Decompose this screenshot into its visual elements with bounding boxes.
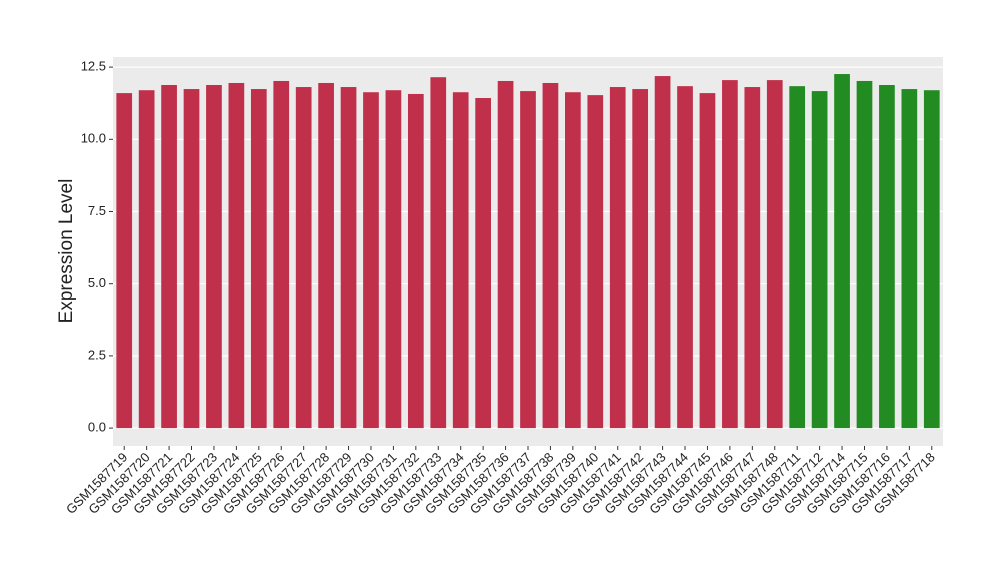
bar xyxy=(407,93,424,429)
bar xyxy=(542,82,559,429)
y-tick-label: 10.0 xyxy=(81,131,106,146)
bar xyxy=(789,86,806,429)
bar xyxy=(228,82,245,429)
bar xyxy=(385,90,402,429)
bar xyxy=(520,91,536,429)
y-tick-label: 12.5 xyxy=(81,59,106,74)
bar xyxy=(856,80,873,429)
bar xyxy=(677,86,693,429)
bar xyxy=(923,90,940,429)
bar xyxy=(138,90,155,429)
bar xyxy=(340,87,357,429)
bar xyxy=(452,92,469,429)
bar xyxy=(250,89,267,429)
bar xyxy=(183,89,200,429)
bar xyxy=(363,92,379,429)
bar xyxy=(901,89,918,429)
bar xyxy=(273,80,290,429)
y-tick-label: 7.5 xyxy=(88,203,106,218)
bar xyxy=(834,74,850,429)
bar xyxy=(632,89,649,429)
bar xyxy=(161,85,177,429)
bar xyxy=(811,91,828,429)
bar xyxy=(744,87,761,429)
y-axis-label: Expression Level xyxy=(56,179,77,324)
bar xyxy=(766,80,783,429)
bar xyxy=(587,95,604,429)
bar xyxy=(475,98,491,429)
bar xyxy=(430,77,447,429)
bar xyxy=(609,87,626,429)
bar xyxy=(654,76,671,429)
bar xyxy=(722,80,738,429)
y-tick-label: 5.0 xyxy=(88,275,106,290)
y-tick-label: 0.0 xyxy=(88,420,106,435)
bar xyxy=(497,80,514,429)
bar xyxy=(206,85,222,429)
bar xyxy=(565,92,581,429)
bar xyxy=(879,85,895,429)
y-tick-label: 2.5 xyxy=(88,347,106,362)
bar xyxy=(699,93,716,429)
bar xyxy=(116,93,133,429)
bar xyxy=(318,82,334,429)
bar xyxy=(295,87,312,429)
